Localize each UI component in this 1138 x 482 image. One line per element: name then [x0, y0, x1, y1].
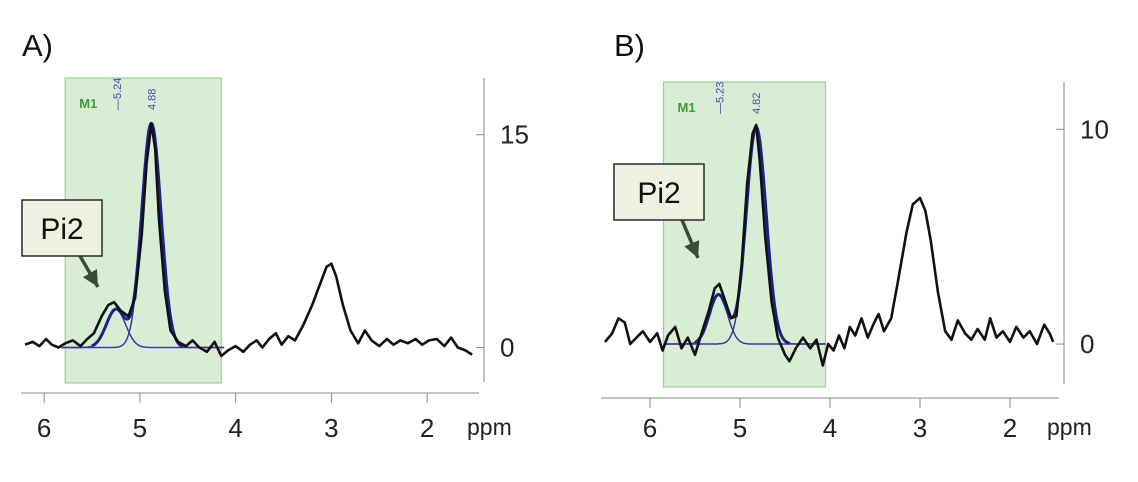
panel-b-callout-arrowhead: [684, 240, 700, 258]
panel-b-callout-box: [613, 163, 705, 221]
panel-a-peak-marker-1: 4.88: [146, 89, 158, 110]
panel-a-x-tick-label-6: 6: [37, 413, 51, 443]
panel-b-y-tick-label-0: 0: [1080, 329, 1094, 359]
panel-b-peak-marker-1: 4.82: [751, 93, 763, 114]
panel-a-fit-line-2: [61, 308, 225, 349]
panel-b-x-axis-label: ppm: [1047, 414, 1092, 440]
panel-a-label: A): [22, 28, 53, 63]
panel-b-spectrum-line: [604, 123, 1055, 367]
panel-a-peak-marker-0: —5.24: [112, 78, 124, 110]
panel-b-y-tick-label-10: 10: [1080, 114, 1109, 144]
panel-a-x-tick-label-5: 5: [133, 413, 147, 443]
panel-a-callout-text: Pi2: [40, 213, 83, 246]
panel-b-x-tick-label-5: 5: [733, 413, 747, 443]
panel-a-x-axis-label: ppm: [467, 414, 512, 440]
panel-a-y-tick-label-0: 0: [500, 333, 514, 363]
panel-a-y-tick-label-15: 15: [500, 120, 529, 150]
panel-b-x-tick-label-2: 2: [1003, 413, 1017, 443]
panel-a-x-tick-label-4: 4: [228, 413, 242, 443]
panel-a-x-tick-label-3: 3: [324, 413, 338, 443]
panel-b-callout-text: Pi2: [637, 177, 680, 210]
panel-b-region-label: M1: [678, 100, 696, 115]
panel-a-x-tick-label-2: 2: [420, 413, 434, 443]
panel-a-callout-arrowhead: [83, 269, 98, 287]
panel-a-region-label: M1: [79, 96, 97, 111]
panel-a-spectrum-line: [24, 122, 473, 358]
panel-b-x-tick-label-3: 3: [913, 413, 927, 443]
panel-b-x-tick-label-4: 4: [823, 413, 837, 443]
panel-b-label: B): [614, 28, 645, 63]
panel-b-x-tick-label-6: 6: [643, 413, 657, 443]
panel-a-callout-box: [21, 199, 103, 257]
panel-b-peak-marker-0: —5.23: [714, 82, 726, 114]
